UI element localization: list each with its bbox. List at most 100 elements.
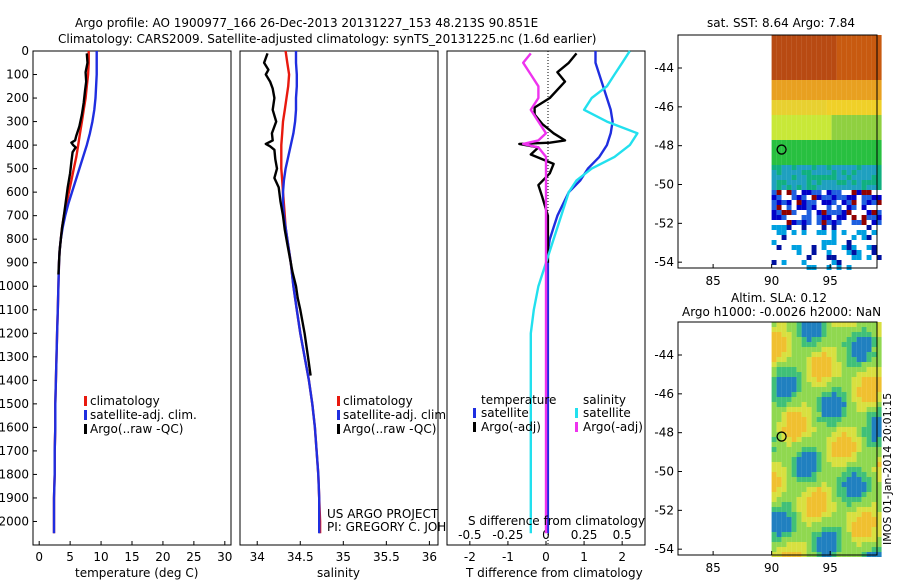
map-cell [806, 382, 812, 387]
map-cell [866, 542, 872, 547]
map-cell [871, 130, 877, 135]
map-cell [796, 195, 802, 200]
series-line-argo-raw-qc- [57, 53, 89, 275]
map-cell [851, 245, 857, 250]
map-cell [871, 120, 877, 125]
map-lat-label: -44 [654, 61, 674, 75]
map-cell [876, 165, 882, 170]
map-cell [791, 322, 797, 327]
map-cell [806, 387, 812, 392]
map-cell [861, 150, 867, 155]
map-cell [856, 382, 862, 387]
map-cell [781, 130, 787, 135]
map-cell [776, 230, 782, 235]
map-cell [806, 225, 812, 230]
map-cell [821, 255, 827, 260]
map-cell [836, 417, 842, 422]
map-cell [806, 537, 812, 542]
map-cell [806, 342, 812, 347]
map-cell [781, 347, 787, 352]
map-cell [851, 145, 857, 150]
map-cell [801, 45, 807, 50]
map-cell [851, 352, 857, 357]
map-cell [846, 105, 852, 110]
map-cell [841, 90, 847, 95]
map-cell [876, 255, 882, 260]
map-cell [861, 120, 867, 125]
map-cell [806, 502, 812, 507]
map-cell [791, 437, 797, 442]
map-cell [856, 145, 862, 150]
map-cell [796, 150, 802, 155]
map-cell [801, 437, 807, 442]
map-cell [876, 105, 882, 110]
map-cell [786, 482, 792, 487]
map-cell [796, 412, 802, 417]
map-cell [876, 215, 882, 220]
map-cell [856, 367, 862, 372]
map-cell [861, 125, 867, 130]
map-cell [776, 70, 782, 75]
map-cell [846, 205, 852, 210]
map-cell [876, 437, 882, 442]
map-cell [776, 462, 782, 467]
map-cell [786, 332, 792, 337]
map-cell [876, 225, 882, 230]
map-cell [786, 220, 792, 225]
map-cell [841, 542, 847, 547]
map-cell [776, 427, 782, 432]
map-cell [871, 532, 877, 537]
map-cell [831, 447, 837, 452]
map-cell [776, 60, 782, 65]
map-cell [796, 245, 802, 250]
legend-swatch-s-satellite [575, 408, 578, 418]
legend-label-argo-raw: Argo(..raw -QC) [343, 422, 436, 436]
map-cell [801, 130, 807, 135]
map-cell [831, 235, 837, 240]
map-cell [801, 40, 807, 45]
map-cell [826, 240, 832, 245]
map-cell [791, 417, 797, 422]
map-cell [811, 170, 817, 175]
map-cell [841, 250, 847, 255]
legend-swatch-climatology [337, 396, 340, 406]
map-cell [876, 447, 882, 452]
map-cell [811, 220, 817, 225]
map-cell [856, 55, 862, 60]
map-cell [771, 517, 777, 522]
map-cell [771, 477, 777, 482]
map-cell [846, 70, 852, 75]
map-cell [811, 210, 817, 215]
map-cell [826, 377, 832, 382]
map-cell [781, 120, 787, 125]
map-cell [866, 362, 872, 367]
map-cell [776, 80, 782, 85]
map-cell [856, 412, 862, 417]
map-cell [861, 245, 867, 250]
map-cell [811, 517, 817, 522]
depth-tick-label: 900 [6, 256, 29, 270]
map-cell [876, 397, 882, 402]
map-cell [836, 457, 842, 462]
map-cell [861, 190, 867, 195]
map-cell [846, 447, 852, 452]
map-cell [826, 180, 832, 185]
map-cell [841, 362, 847, 367]
map-cell [791, 397, 797, 402]
map-cell [821, 392, 827, 397]
map-cell [831, 175, 837, 180]
map-cell [776, 50, 782, 55]
map-cell [841, 165, 847, 170]
depth-tick-label: 1800 [0, 467, 29, 481]
map-cell [831, 200, 837, 205]
map-cell [826, 125, 832, 130]
map-cell [826, 512, 832, 517]
map-cell [866, 75, 872, 80]
map-cell [831, 85, 837, 90]
map-cell [836, 165, 842, 170]
map-cell [826, 537, 832, 542]
map-cell [806, 337, 812, 342]
map-cell [846, 467, 852, 472]
map-cell [861, 522, 867, 527]
map-cell [771, 432, 777, 437]
